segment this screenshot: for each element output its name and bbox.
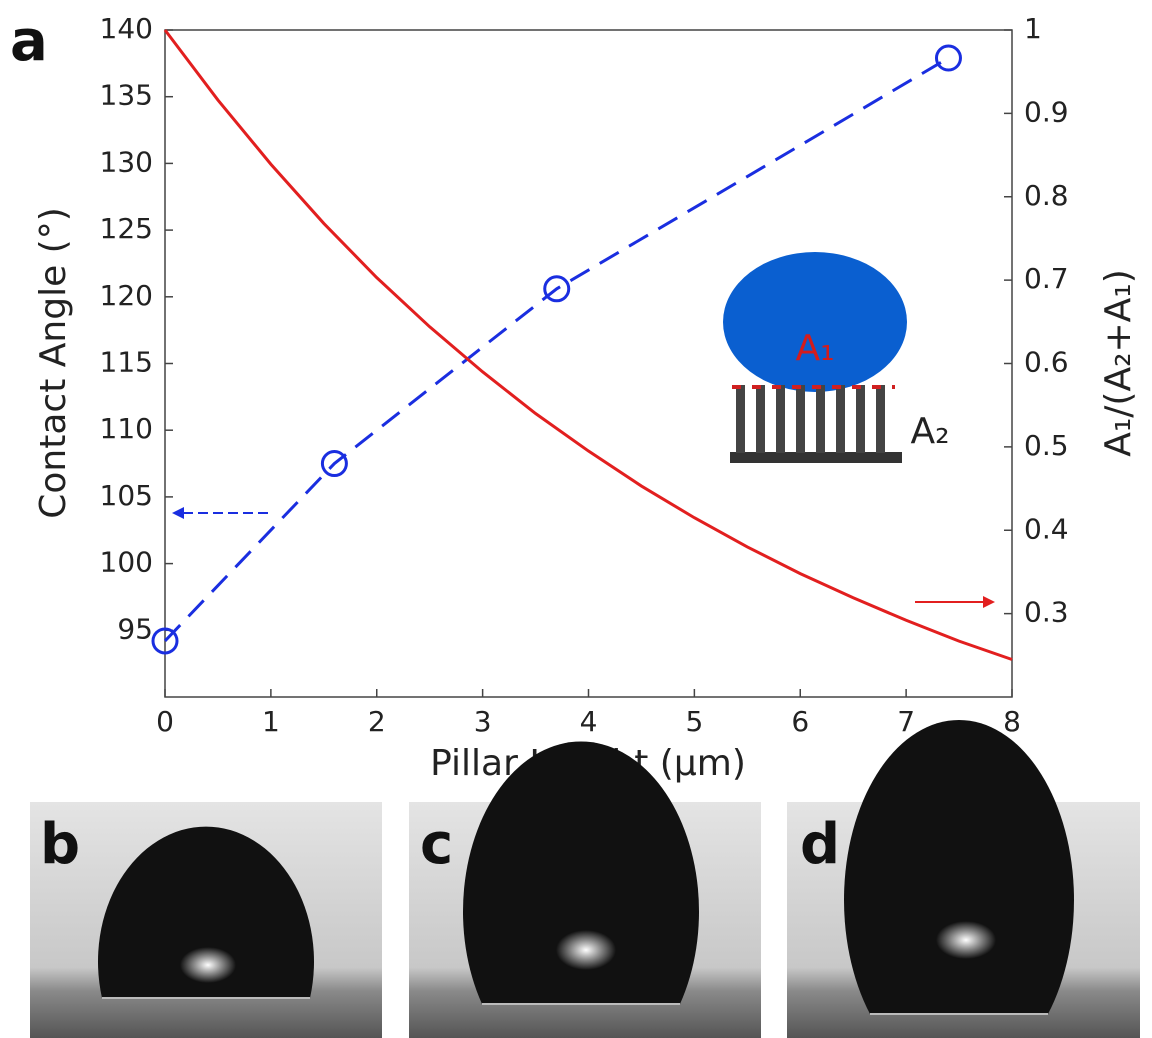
x-tick-label: 4: [580, 705, 598, 738]
y-tick-label: 130: [100, 145, 153, 178]
x-tick-label: 6: [791, 705, 809, 738]
y-tick-label: 115: [100, 346, 153, 379]
y2-tick-label: 0.4: [1024, 512, 1069, 545]
y2-axis-label: A₁/(A₂+A₁): [1098, 269, 1139, 457]
x-tick-label: 0: [156, 705, 174, 738]
y-tick-label: 140: [100, 12, 153, 45]
x-tick-label: 7: [897, 705, 915, 738]
y2-tick-label: 1: [1024, 12, 1042, 45]
panel-label: c: [420, 812, 453, 877]
data-point: [936, 46, 960, 70]
x-tick-label: 8: [1003, 705, 1021, 738]
y-tick-label: 95: [117, 612, 153, 645]
y2-tick-label: 0.5: [1024, 429, 1069, 462]
y2-tick-label: 0.7: [1024, 262, 1069, 295]
x-tick-label: 5: [685, 705, 703, 738]
y2-tick-label: 0.8: [1024, 179, 1069, 212]
panel-label: d: [800, 812, 840, 877]
x-tick-label: 3: [474, 705, 492, 738]
y2-tick-label: 0.6: [1024, 346, 1069, 379]
inset-label: A₁: [795, 328, 834, 369]
panel-label: b: [40, 812, 80, 877]
y-tick-label: 125: [100, 212, 153, 245]
y2-tick-label: 0.9: [1024, 95, 1069, 128]
y-tick-label: 135: [100, 79, 153, 112]
photo: [787, 720, 1140, 1038]
figure: a Contact Angle (°) A₁/(A₂+A₁) Pillar He…: [0, 0, 1152, 1038]
panel-label: a: [10, 9, 48, 74]
x-tick-label: 1: [262, 705, 280, 738]
y-tick-label: 105: [100, 479, 153, 512]
axis-arrow: [172, 507, 995, 608]
y2-tick-label: 0.3: [1024, 596, 1069, 629]
inset-label: A₂: [910, 411, 949, 452]
y-axis-label: Contact Angle (°): [33, 207, 74, 518]
photo: [30, 802, 382, 1038]
y-tick-label: 100: [100, 546, 153, 579]
y-tick-label: 110: [100, 412, 153, 445]
y-tick-label: 120: [100, 279, 153, 312]
photo: [409, 741, 761, 1038]
x-tick-label: 2: [368, 705, 386, 738]
